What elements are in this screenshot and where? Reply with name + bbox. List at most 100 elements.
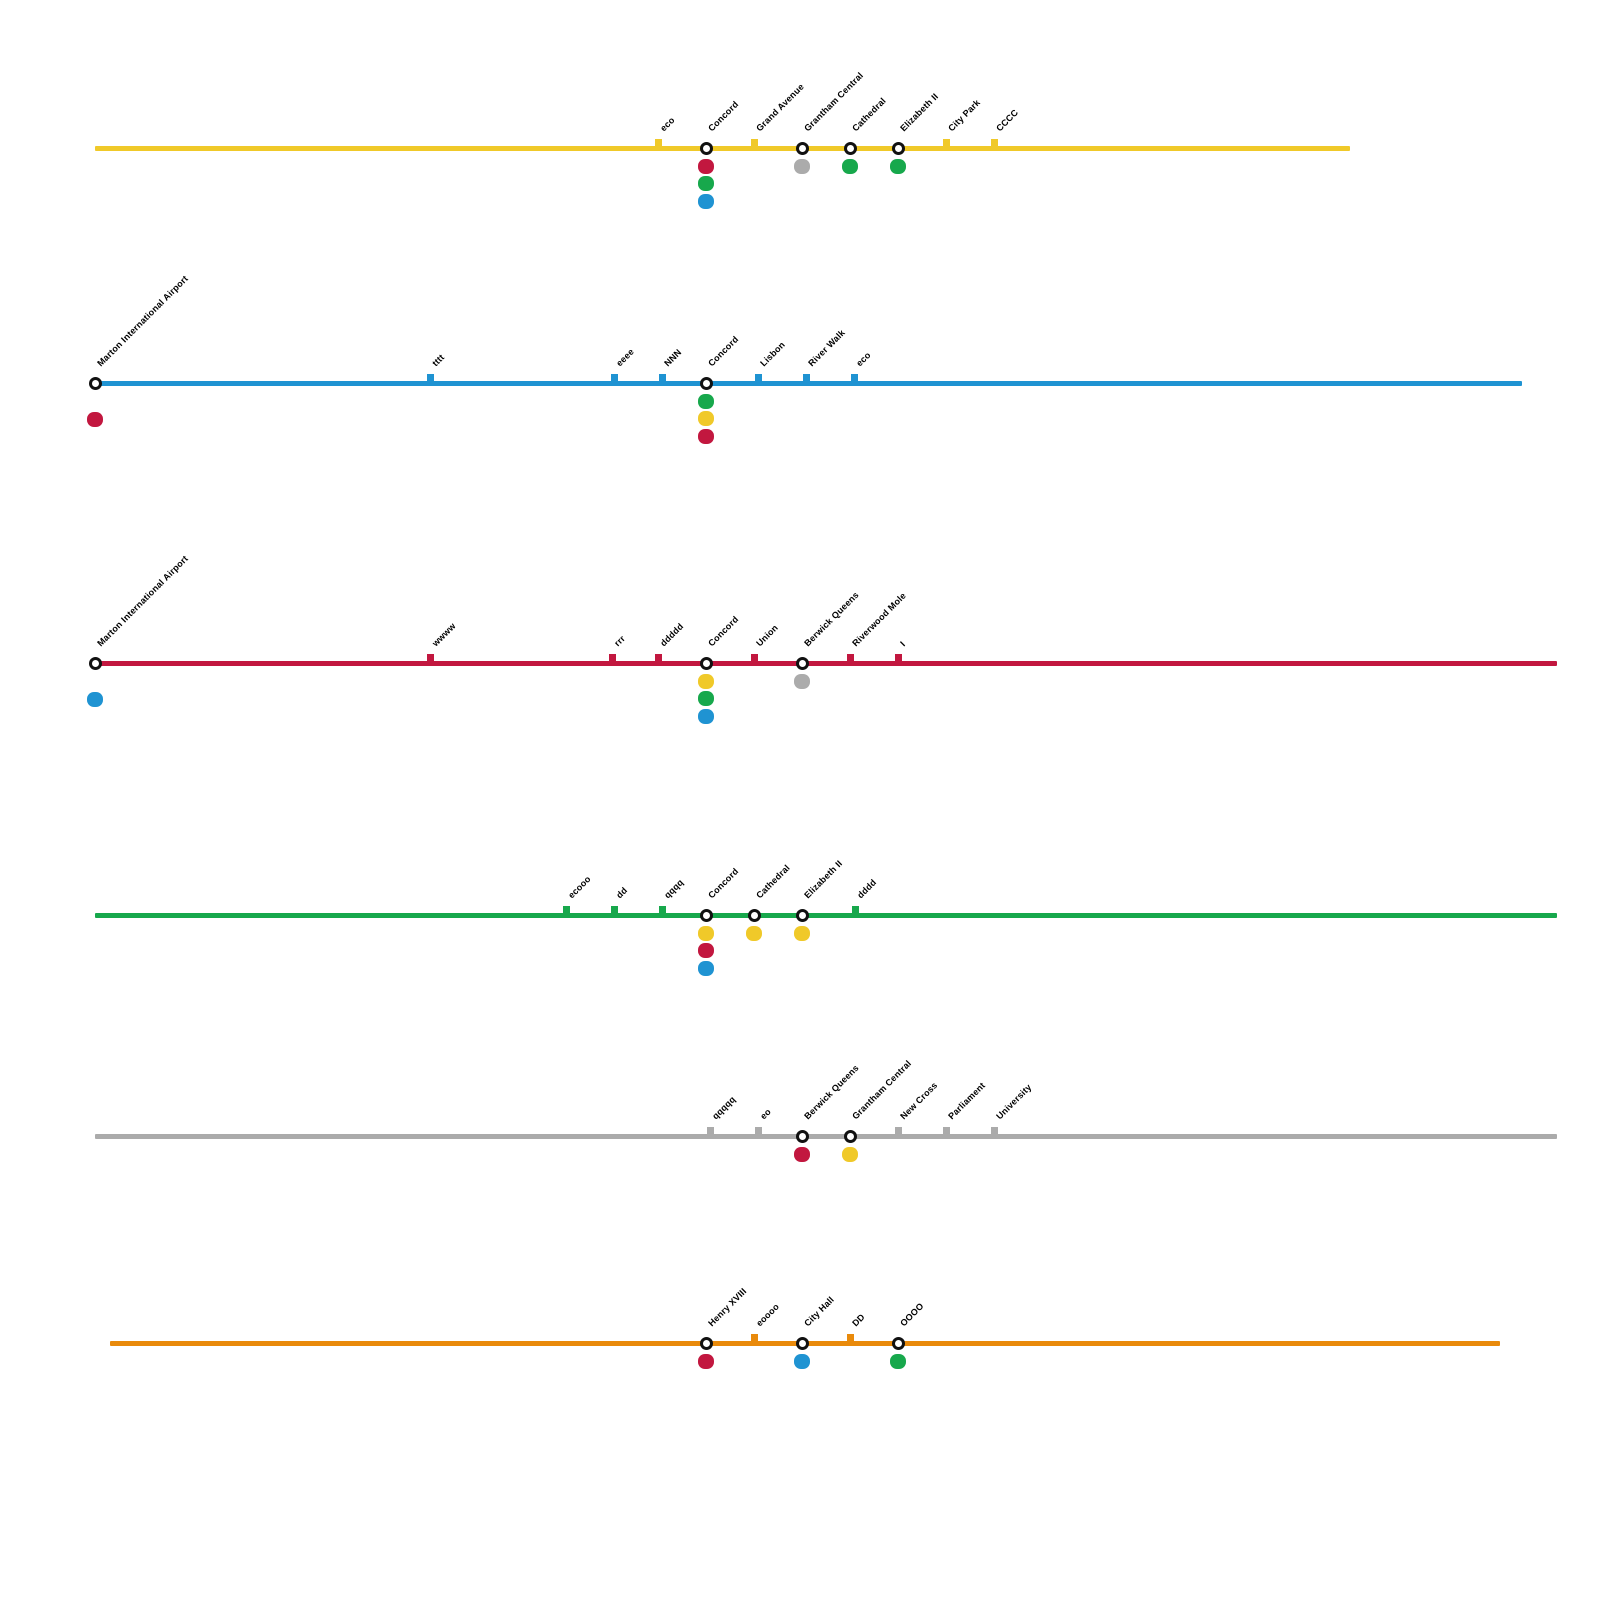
station-label: City Park xyxy=(946,97,983,134)
station-label: Marton International Airport xyxy=(95,553,191,649)
transfer-dot-blue xyxy=(698,960,714,976)
transfer-dot-green xyxy=(890,1353,906,1369)
station-marker-tick[interactable] xyxy=(750,654,758,663)
blue-line-bar xyxy=(95,380,1522,386)
station-label: eoooo xyxy=(754,1301,782,1329)
transfer-dot-red xyxy=(698,943,714,958)
station-label: DD xyxy=(850,1311,867,1329)
station-label: University xyxy=(994,1082,1034,1122)
station-marker-interchange[interactable] xyxy=(88,376,102,390)
station-marker-tick[interactable] xyxy=(990,139,998,148)
station-marker-tick[interactable] xyxy=(894,1127,902,1136)
station-marker-interchange[interactable] xyxy=(699,376,713,390)
station-marker-tick[interactable] xyxy=(610,906,618,915)
transfer-dot-blue xyxy=(87,691,103,707)
station-marker-tick[interactable] xyxy=(851,906,859,915)
station-marker-tick[interactable] xyxy=(802,374,810,383)
station-label: dd xyxy=(614,885,630,901)
station-marker-interchange[interactable] xyxy=(699,141,713,155)
station-marker-tick[interactable] xyxy=(846,1334,854,1343)
station-label: New Cross xyxy=(898,1080,940,1122)
station-label: Elizabeth II xyxy=(802,858,845,901)
station-label: ecooo xyxy=(566,873,593,901)
station-label: Union xyxy=(754,622,780,649)
station-label: Henry XVIII xyxy=(706,1286,749,1329)
station-label: wwww xyxy=(430,620,458,649)
transfer-dot-red xyxy=(794,1146,810,1162)
station-marker-interchange[interactable] xyxy=(795,141,809,155)
red-line-bar xyxy=(95,660,1557,666)
station-marker-interchange[interactable] xyxy=(699,1336,713,1350)
station-marker-tick[interactable] xyxy=(608,654,616,663)
station-marker-interchange[interactable] xyxy=(891,141,905,155)
station-label: ddddd xyxy=(658,621,686,649)
station-label: rrr xyxy=(612,633,628,649)
station-marker-tick[interactable] xyxy=(850,374,858,383)
station-marker-tick[interactable] xyxy=(654,654,662,663)
station-marker-tick[interactable] xyxy=(754,374,762,383)
transfer-dot-gray xyxy=(794,673,810,689)
station-marker-tick[interactable] xyxy=(562,906,570,915)
transfer-dot-red xyxy=(87,411,103,427)
transfer-dot-green xyxy=(842,158,858,174)
station-label: Concord xyxy=(706,334,741,369)
station-marker-interchange[interactable] xyxy=(891,1336,905,1350)
station-label: Concord xyxy=(706,866,741,901)
station-marker-tick[interactable] xyxy=(750,139,758,148)
transfer-dot-yellow xyxy=(698,673,714,689)
station-marker-interchange[interactable] xyxy=(843,141,857,155)
station-marker-interchange[interactable] xyxy=(795,908,809,922)
station-marker-interchange[interactable] xyxy=(699,656,713,670)
station-label: Cathedral xyxy=(850,95,888,134)
station-marker-tick[interactable] xyxy=(610,374,618,383)
station-label: Cathedral xyxy=(754,862,792,901)
transfer-dot-green xyxy=(698,691,714,706)
station-marker-interchange[interactable] xyxy=(795,1129,809,1143)
station-marker-interchange[interactable] xyxy=(795,1336,809,1350)
station-label: OOOO xyxy=(898,1300,926,1329)
transfer-dot-red xyxy=(698,1353,714,1369)
station-label: Elizabeth II xyxy=(898,91,941,134)
station-marker-tick[interactable] xyxy=(426,374,434,383)
station-label: CCCC xyxy=(994,107,1021,134)
yellow-line-bar xyxy=(95,145,1350,151)
station-marker-tick[interactable] xyxy=(750,1334,758,1343)
station-marker-tick[interactable] xyxy=(426,654,434,663)
station-label: qqqq xyxy=(662,877,686,901)
transfer-dot-green xyxy=(698,393,714,409)
station-marker-interchange[interactable] xyxy=(747,908,761,922)
station-label: Marton International Airport xyxy=(95,273,191,369)
station-label: Concord xyxy=(706,99,741,134)
station-marker-interchange[interactable] xyxy=(88,656,102,670)
station-label: eco xyxy=(658,114,677,134)
station-marker-interchange[interactable] xyxy=(699,908,713,922)
station-label: Lisbon xyxy=(758,339,787,369)
station-marker-tick[interactable] xyxy=(706,1127,714,1136)
station-marker-tick[interactable] xyxy=(990,1127,998,1136)
transfer-dot-yellow xyxy=(698,925,714,941)
station-marker-tick[interactable] xyxy=(658,906,666,915)
gray-line-bar xyxy=(95,1133,1557,1139)
transfer-dot-blue xyxy=(698,708,714,724)
station-marker-tick[interactable] xyxy=(894,654,902,663)
station-label: NNN xyxy=(662,347,684,369)
station-marker-tick[interactable] xyxy=(942,139,950,148)
station-marker-tick[interactable] xyxy=(754,1127,762,1136)
transfer-dot-green xyxy=(890,158,906,174)
station-label: River Walk xyxy=(806,327,847,369)
transfer-dot-green xyxy=(698,176,714,191)
station-marker-tick[interactable] xyxy=(846,654,854,663)
station-marker-tick[interactable] xyxy=(658,374,666,383)
station-marker-tick[interactable] xyxy=(942,1127,950,1136)
transfer-dot-blue xyxy=(698,193,714,209)
station-marker-tick[interactable] xyxy=(654,139,662,148)
station-marker-interchange[interactable] xyxy=(795,656,809,670)
transfer-dot-yellow xyxy=(842,1146,858,1162)
station-label: I xyxy=(898,639,908,649)
station-label: eeee xyxy=(614,346,636,369)
station-label: tttt xyxy=(430,352,447,369)
station-label: Parliament xyxy=(946,1080,988,1122)
station-label: Concord xyxy=(706,614,741,649)
station-marker-interchange[interactable] xyxy=(843,1129,857,1143)
